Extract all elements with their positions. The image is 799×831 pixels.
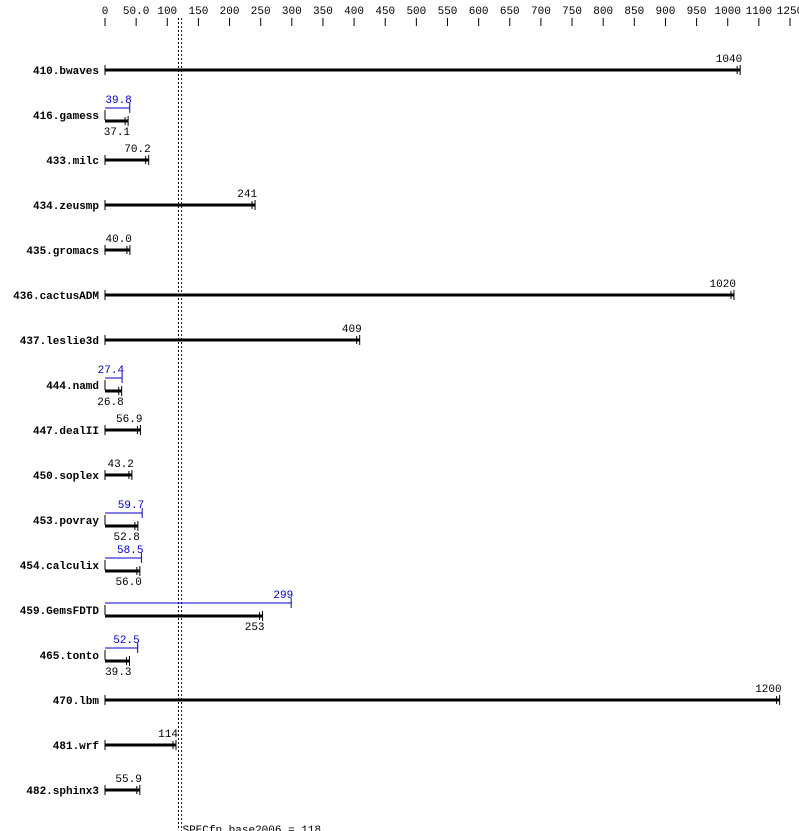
base-value: 1200 bbox=[755, 684, 781, 696]
axis-tick-label: 750 bbox=[562, 6, 582, 18]
axis-tick-label: 450 bbox=[375, 6, 395, 18]
axis-tick-label: 800 bbox=[593, 6, 613, 18]
benchmark-label: 434.zeusmp bbox=[33, 201, 99, 213]
peak-value: 299 bbox=[273, 590, 293, 602]
benchmark-label: 436.cactusADM bbox=[13, 291, 99, 303]
base-value: 253 bbox=[245, 622, 265, 634]
axis-tick-label: 350 bbox=[313, 6, 333, 18]
axis-tick-label: 150 bbox=[189, 6, 209, 18]
benchmark-label: 470.lbm bbox=[53, 696, 100, 708]
benchmark-label: 481.wrf bbox=[53, 741, 100, 753]
axis-tick-label: 100 bbox=[157, 6, 177, 18]
benchmark-label: 433.milc bbox=[46, 156, 99, 168]
peak-value: 52.5 bbox=[113, 635, 139, 647]
axis-tick-label: 50.0 bbox=[123, 6, 149, 18]
benchmark-label: 447.dealII bbox=[33, 426, 99, 438]
axis-tick-label: 1250 bbox=[777, 6, 799, 18]
axis-tick-label: 650 bbox=[500, 6, 520, 18]
peak-value: 39.8 bbox=[105, 95, 131, 107]
base-value: 409 bbox=[342, 324, 362, 336]
axis-tick-label: 300 bbox=[282, 6, 302, 18]
axis-tick-label: 500 bbox=[406, 6, 426, 18]
benchmark-label: 454.calculix bbox=[20, 561, 100, 573]
base-value: 52.8 bbox=[113, 532, 139, 544]
base-value: 55.9 bbox=[115, 774, 141, 786]
specfp-ratio-chart: 0 50.0 100 150 200 250 300 350 400 450 500 550 600 65… bbox=[0, 0, 799, 831]
benchmark-label: 435.gromacs bbox=[26, 246, 99, 258]
axis-tick-label: 850 bbox=[624, 6, 644, 18]
axis-tick-label: 0 bbox=[102, 6, 109, 18]
axis-tick-label: 250 bbox=[251, 6, 271, 18]
benchmark-label: 410.bwaves bbox=[33, 66, 99, 78]
axis-tick-label: 400 bbox=[344, 6, 364, 18]
base-value: 56.9 bbox=[116, 414, 142, 426]
axis-tick-label: 200 bbox=[220, 6, 240, 18]
axis-tick-label: 950 bbox=[687, 6, 707, 18]
benchmark-label: 437.leslie3d bbox=[20, 336, 99, 348]
base-value: 114 bbox=[158, 729, 178, 741]
ref-label-base: SPECfp_base2006 = 118 bbox=[182, 825, 321, 831]
axis-tick-label: 700 bbox=[531, 6, 551, 18]
peak-value: 27.4 bbox=[98, 365, 125, 377]
axis-tick-label: 900 bbox=[656, 6, 676, 18]
base-value: 39.3 bbox=[105, 667, 131, 679]
axis-tick-label: 1100 bbox=[746, 6, 772, 18]
base-value: 70.2 bbox=[124, 144, 150, 156]
benchmark-label: 453.povray bbox=[33, 516, 99, 528]
base-value: 241 bbox=[237, 189, 257, 201]
axis-tick-label: 600 bbox=[469, 6, 489, 18]
benchmark-label: 444.namd bbox=[46, 381, 99, 393]
benchmark-label: 465.tonto bbox=[40, 651, 100, 663]
axis-tick-label: 550 bbox=[438, 6, 458, 18]
base-value: 1040 bbox=[716, 54, 742, 66]
benchmark-label: 450.soplex bbox=[33, 471, 99, 483]
axis-tick-label: 1000 bbox=[715, 6, 741, 18]
base-value: 26.8 bbox=[97, 397, 123, 409]
base-value: 37.1 bbox=[104, 127, 131, 139]
peak-value: 58.5 bbox=[117, 545, 143, 557]
benchmark-label: 416.gamess bbox=[33, 111, 99, 123]
benchmark-label: 482.sphinx3 bbox=[26, 786, 99, 798]
peak-value: 59.7 bbox=[118, 500, 144, 512]
base-value: 40.0 bbox=[106, 234, 132, 246]
benchmark-label: 459.GemsFDTD bbox=[20, 606, 100, 618]
base-value: 56.0 bbox=[115, 577, 141, 589]
base-value: 43.2 bbox=[107, 459, 133, 471]
base-value: 1020 bbox=[710, 279, 736, 291]
